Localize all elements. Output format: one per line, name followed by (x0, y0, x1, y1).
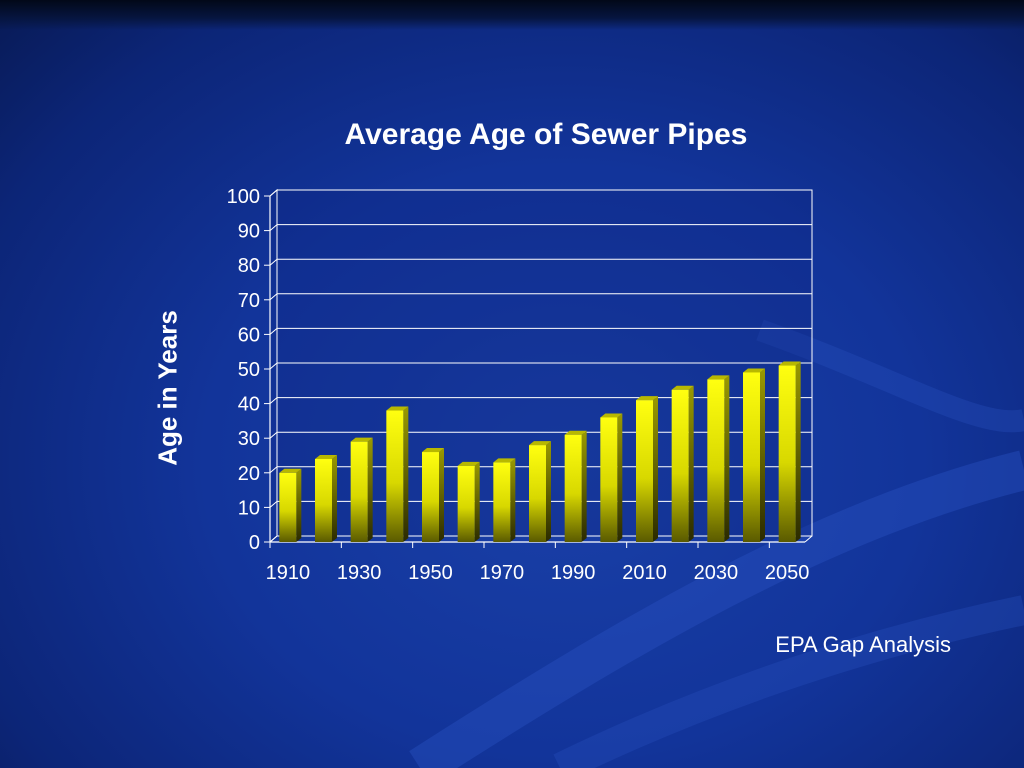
y-tick-label: 10 (238, 497, 260, 519)
bar-top (778, 361, 801, 366)
bar-side (760, 368, 765, 542)
floor-edge (804, 535, 813, 543)
bar-top (422, 448, 444, 453)
bar-top (315, 454, 337, 459)
grid-diagonal (269, 501, 278, 508)
bar-top (707, 375, 730, 380)
x-tick-label: 1910 (266, 562, 311, 584)
bar-side (688, 385, 694, 542)
bar-top (457, 461, 480, 466)
bar-side (546, 441, 551, 542)
y-tick-label: 60 (238, 324, 260, 346)
bar-top (671, 385, 694, 390)
chart-title: Average Age of Sewer Pipes (344, 118, 748, 151)
bar: 1930: 29 (350, 441, 368, 542)
y-tick-label: 70 (238, 290, 260, 312)
bar-side (367, 437, 373, 542)
bar-side (795, 361, 801, 542)
bar-side (510, 458, 516, 542)
bar-top (350, 437, 373, 442)
bar: 1950: 26 (422, 452, 439, 542)
top-band (0, 0, 1024, 30)
bar-side (653, 396, 658, 542)
bar-top (493, 458, 516, 463)
bar: 2010: 41 (636, 400, 653, 542)
bar-side (332, 454, 337, 542)
bar: 1970: 23 (493, 462, 511, 542)
x-tick-label: 2050 (765, 562, 810, 584)
bar-top (279, 468, 302, 473)
y-tick-label: 0 (249, 532, 260, 554)
grid-diagonal (269, 258, 278, 266)
y-tick-label: 100 (227, 186, 260, 208)
bar-side (724, 375, 730, 542)
bar-side (581, 430, 587, 542)
bar-top (386, 406, 409, 411)
bar-side (617, 413, 623, 542)
bar-side (439, 448, 444, 542)
bar: 2050: 51 (778, 365, 796, 542)
source-note: EPA Gap Analysis (775, 632, 951, 657)
bar-top (529, 441, 551, 446)
x-tick-label: 1950 (408, 562, 453, 584)
grid-diagonal (269, 466, 278, 474)
bar-side (296, 468, 302, 542)
bar: 1960: 22 (457, 465, 475, 542)
x-tick-label: 2030 (694, 562, 739, 584)
x-tick-label: 2010 (622, 562, 667, 584)
bar-side (403, 406, 409, 542)
x-tick-label: 1970 (480, 562, 525, 584)
grid-diagonal (269, 397, 278, 404)
y-tick-label: 20 (238, 463, 260, 485)
bar: 1980: 28 (529, 445, 546, 542)
bar: 1920: 24 (315, 458, 332, 542)
y-tick-label: 90 (238, 221, 260, 243)
bar-top (600, 413, 623, 418)
bar: 1940: 38 (386, 410, 404, 542)
bar-top (743, 368, 765, 373)
grid-diagonal (269, 189, 278, 197)
bar-side (474, 461, 480, 542)
y-tick-label: 80 (238, 255, 260, 277)
bar: 2000: 36 (600, 417, 618, 542)
grid-diagonal (269, 224, 278, 231)
grid-diagonal (269, 328, 278, 335)
bar: 2040: 49 (743, 372, 760, 542)
bar-top (564, 430, 587, 435)
grid-diagonal (269, 362, 278, 370)
bar: 2030: 47 (707, 379, 725, 542)
bar: 1910: 20 (279, 472, 297, 542)
bar: 1990: 31 (564, 434, 582, 542)
x-tick-label: 1990 (551, 562, 596, 584)
y-tick-label: 50 (238, 359, 260, 381)
grid-diagonal (269, 431, 278, 439)
y-tick-label: 30 (238, 428, 260, 450)
grid-diagonal (269, 535, 278, 543)
bar: 2020: 44 (671, 389, 689, 542)
bar-top (636, 396, 658, 401)
y-tick-label: 40 (238, 394, 260, 416)
x-tick-label: 1930 (337, 562, 382, 584)
grid-diagonal (269, 293, 278, 301)
